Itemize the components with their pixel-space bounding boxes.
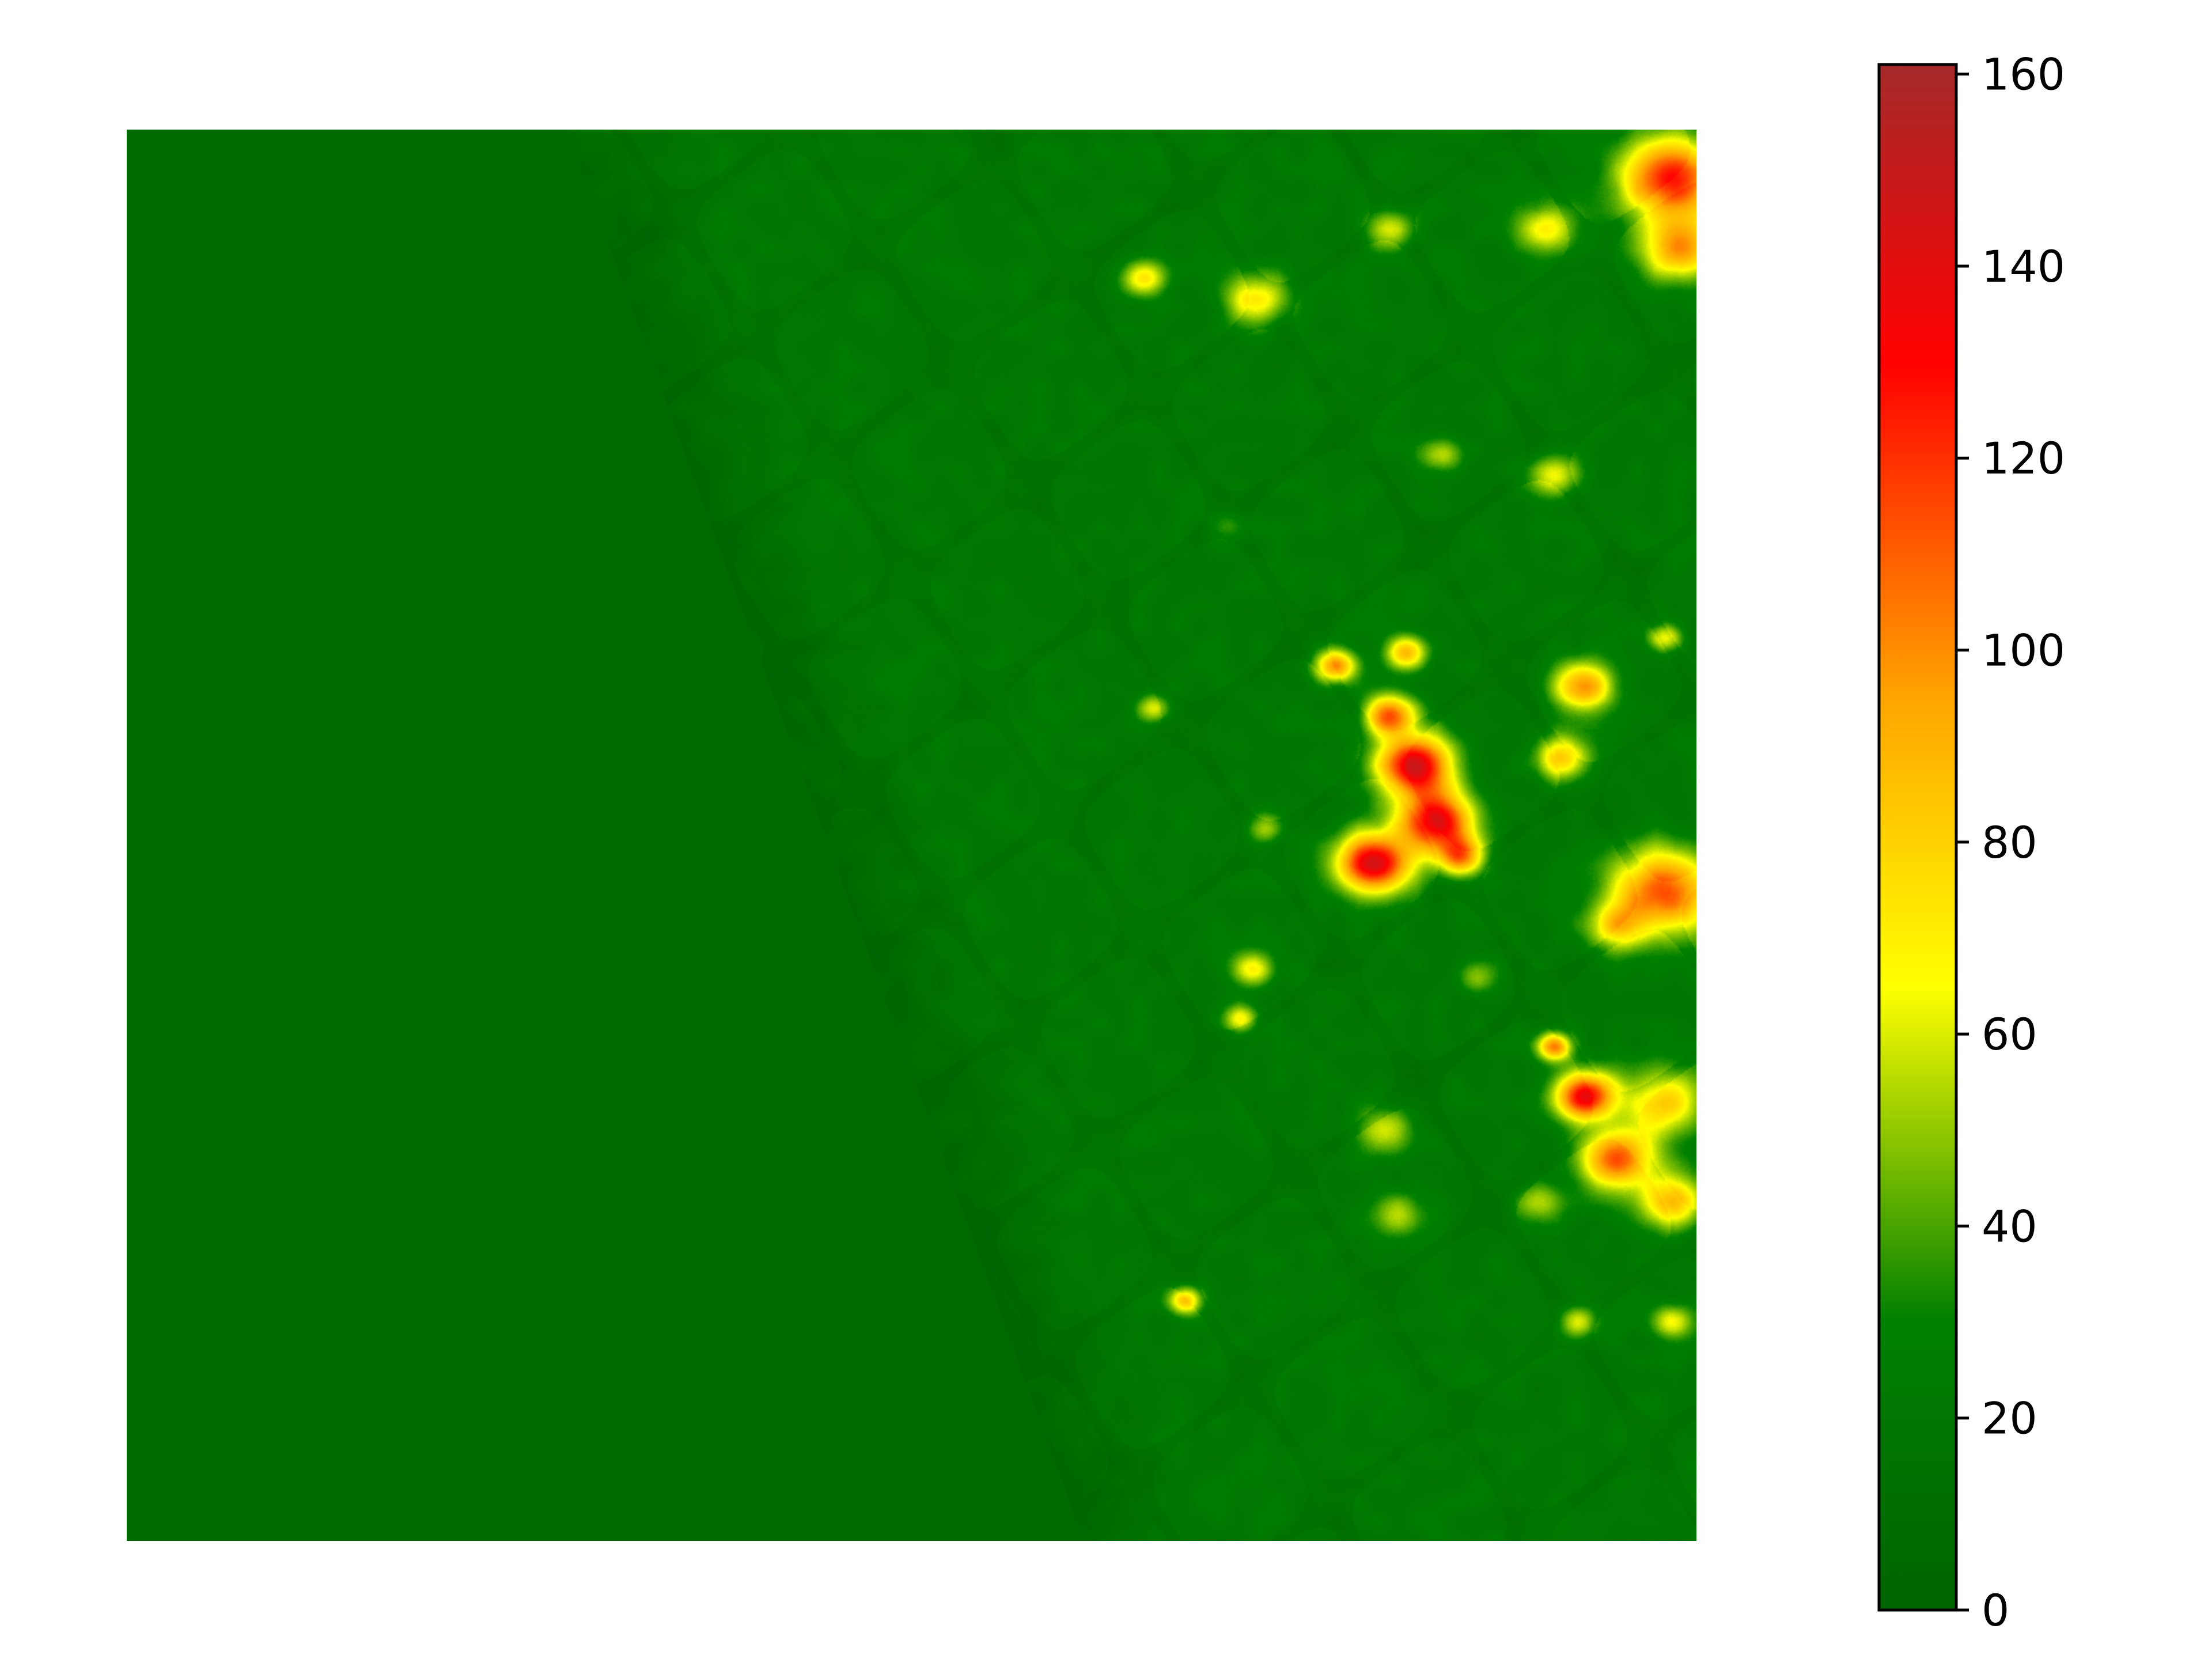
- colorbar-tick-label: 140: [1982, 241, 2065, 292]
- colorbar-tick-label: 120: [1982, 433, 2065, 484]
- colorbar-tick-label: 40: [1982, 1200, 2037, 1252]
- colorbar-tick-label: 60: [1982, 1009, 2037, 1060]
- heatmap-image: [127, 130, 1696, 1541]
- colorbar-tick-label: 160: [1982, 49, 2065, 100]
- colorbar-tick-label: 80: [1982, 817, 2037, 868]
- colorbar-tick-label: 100: [1982, 625, 2065, 676]
- colorbar-tick-label: 20: [1982, 1393, 2037, 1444]
- colorbar-tick-label: 0: [1982, 1585, 2009, 1636]
- colorbar-ticks: 0 20 40 60 80 100 120 140 160: [1956, 49, 2065, 1636]
- colorbar-fill: [1879, 65, 1956, 1610]
- colorbar-frame: [1877, 63, 1958, 1612]
